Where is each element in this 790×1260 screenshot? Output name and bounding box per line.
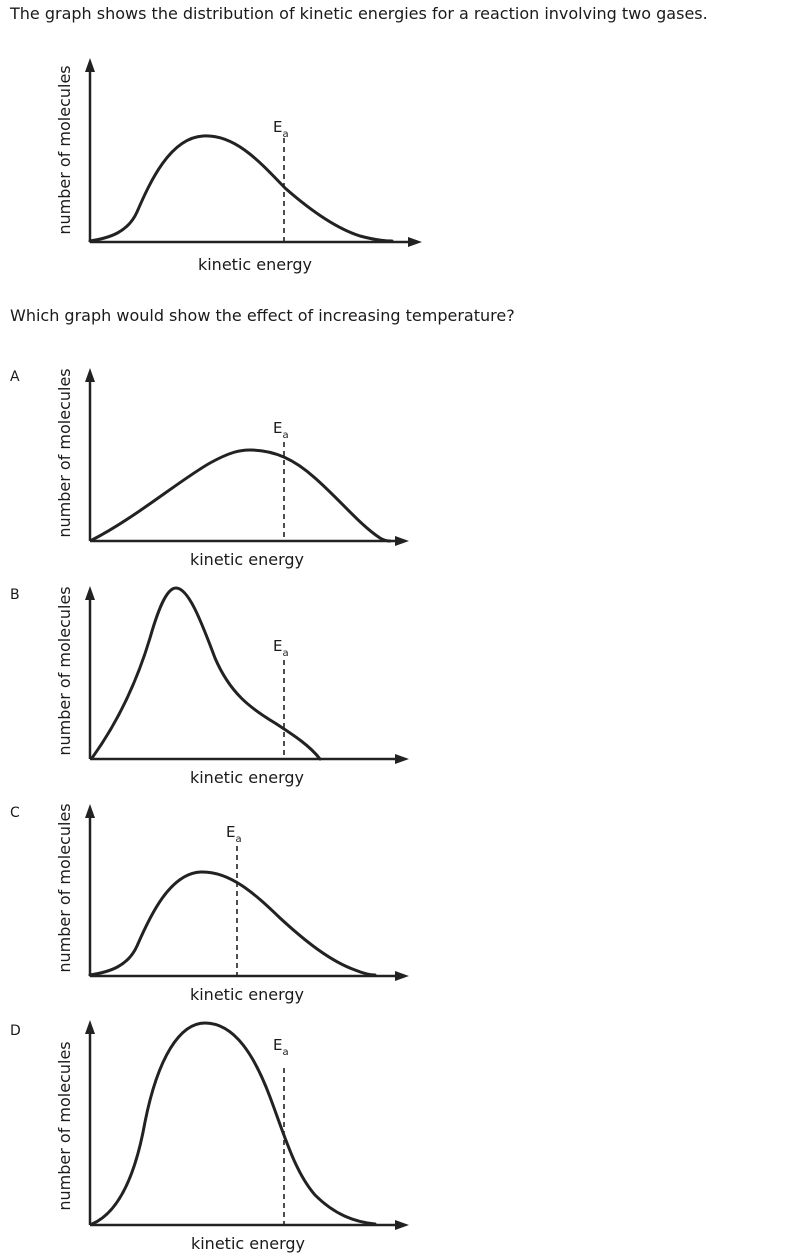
distribution-curve: [88, 134, 394, 243]
option-d-letter[interactable]: D: [10, 1023, 21, 1039]
question-text: Which graph would show the effect of inc…: [10, 306, 515, 325]
x-axis-label: kinetic energy: [191, 1234, 305, 1253]
y-axis-arrowhead: [85, 804, 95, 818]
distribution-curve: [90, 1021, 377, 1226]
x-axis-label: kinetic energy: [190, 768, 304, 787]
ea-label: Ea: [273, 1036, 289, 1058]
y-axis-label: number of molecules: [55, 1041, 74, 1210]
y-axis-label: number of molecules: [55, 803, 74, 972]
y-axis-arrowhead: [85, 1020, 95, 1034]
x-axis-arrowhead: [408, 237, 422, 247]
ea-label: Ea: [226, 823, 242, 845]
distribution-curve: [88, 870, 377, 977]
distribution-curve: [90, 586, 322, 761]
x-axis-arrowhead: [395, 971, 409, 981]
x-axis-arrowhead: [395, 536, 409, 546]
y-axis-label: number of molecules: [55, 586, 74, 755]
distribution-curve: [90, 448, 392, 543]
ea-label: Ea: [273, 118, 289, 140]
x-axis-label: kinetic energy: [190, 985, 304, 1004]
x-axis-label: kinetic energy: [198, 255, 312, 274]
y-axis-label: number of molecules: [55, 65, 74, 234]
intro-text: The graph shows the distribution of kine…: [10, 4, 708, 23]
reference-graph: Ea kinetic energy number of molecules: [55, 58, 422, 274]
ea-label: Ea: [273, 419, 289, 441]
y-axis-arrowhead: [85, 58, 95, 72]
option-d-graph[interactable]: Ea kinetic energy number of molecules: [40, 1012, 440, 1260]
option-a-letter[interactable]: A: [10, 369, 20, 385]
option-c-letter[interactable]: C: [10, 805, 20, 821]
y-axis-label: number of molecules: [55, 368, 74, 537]
ea-label: Ea: [273, 637, 289, 659]
option-a-graph[interactable]: Ea kinetic energy number of molecules: [40, 360, 440, 580]
x-axis-arrowhead: [395, 754, 409, 764]
option-b-graph[interactable]: Ea kinetic energy number of molecules: [40, 578, 440, 798]
x-axis-label: kinetic energy: [190, 550, 304, 569]
x-axis-arrowhead: [395, 1220, 409, 1230]
y-axis-arrowhead: [85, 368, 95, 382]
y-axis-arrowhead: [85, 586, 95, 600]
option-b-letter[interactable]: B: [10, 587, 20, 603]
option-c-graph[interactable]: Ea kinetic energy number of molecules: [40, 796, 440, 1016]
